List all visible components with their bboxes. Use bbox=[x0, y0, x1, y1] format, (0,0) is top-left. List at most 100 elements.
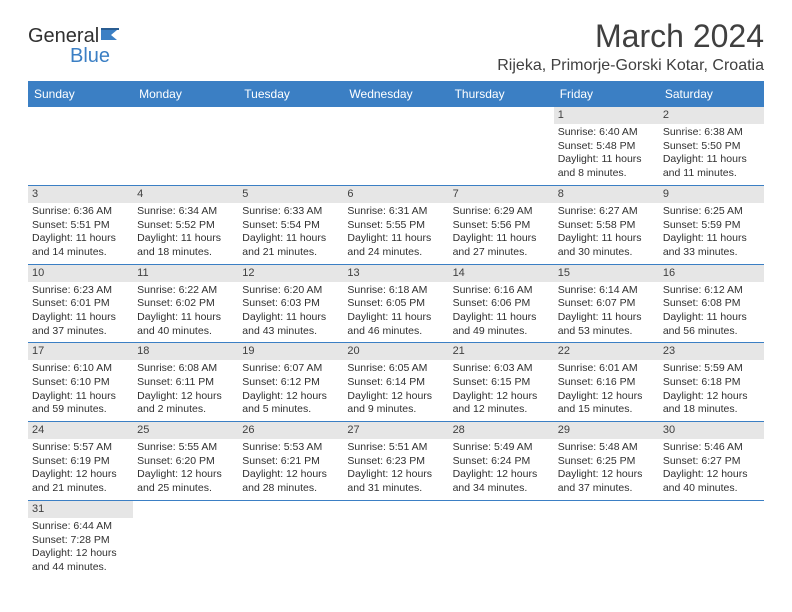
sunset-line: Sunset: 5:50 PM bbox=[663, 140, 760, 154]
sunrise-line: Sunrise: 5:51 AM bbox=[347, 441, 444, 455]
calendar-page: GeneralBlue March 2024 Rijeka, Primorje-… bbox=[0, 0, 792, 589]
daylight-line: Daylight: 11 hours and 30 minutes. bbox=[558, 232, 655, 259]
calendar-cell-empty bbox=[449, 107, 554, 185]
sunrise-line: Sunrise: 6:31 AM bbox=[347, 205, 444, 219]
calendar-cell: 22Sunrise: 6:01 AMSunset: 6:16 PMDayligh… bbox=[554, 343, 659, 422]
day-details: Sunrise: 6:25 AMSunset: 5:59 PMDaylight:… bbox=[659, 203, 764, 264]
calendar-cell: 7Sunrise: 6:29 AMSunset: 5:56 PMDaylight… bbox=[449, 185, 554, 264]
sunrise-line: Sunrise: 6:05 AM bbox=[347, 362, 444, 376]
day-number: 14 bbox=[449, 265, 554, 282]
day-details: Sunrise: 5:46 AMSunset: 6:27 PMDaylight:… bbox=[659, 439, 764, 500]
daylight-line: Daylight: 11 hours and 56 minutes. bbox=[663, 311, 760, 338]
calendar-cell: 4Sunrise: 6:34 AMSunset: 5:52 PMDaylight… bbox=[133, 185, 238, 264]
day-details: Sunrise: 5:51 AMSunset: 6:23 PMDaylight:… bbox=[343, 439, 448, 500]
day-header-friday: Friday bbox=[554, 81, 659, 107]
calendar-cell-empty bbox=[28, 107, 133, 185]
daylight-line: Daylight: 12 hours and 40 minutes. bbox=[663, 468, 760, 495]
calendar-row: 24Sunrise: 5:57 AMSunset: 6:19 PMDayligh… bbox=[28, 422, 764, 501]
day-details: Sunrise: 6:40 AMSunset: 5:48 PMDaylight:… bbox=[554, 124, 659, 185]
calendar-cell-empty bbox=[343, 500, 448, 578]
day-details: Sunrise: 5:49 AMSunset: 6:24 PMDaylight:… bbox=[449, 439, 554, 500]
sunrise-line: Sunrise: 6:03 AM bbox=[453, 362, 550, 376]
sunrise-line: Sunrise: 6:20 AM bbox=[242, 284, 339, 298]
sunrise-line: Sunrise: 5:48 AM bbox=[558, 441, 655, 455]
daylight-line: Daylight: 11 hours and 11 minutes. bbox=[663, 153, 760, 180]
day-number: 20 bbox=[343, 343, 448, 360]
calendar-cell: 15 Sunrise: 6:14 AMSunset: 6:07 PMDayligh… bbox=[554, 264, 659, 343]
sunset-line: Sunset: 5:59 PM bbox=[663, 219, 760, 233]
calendar-table: SundayMondayTuesdayWednesdayThursdayFrid… bbox=[28, 81, 764, 579]
daylight-line: Daylight: 11 hours and 14 minutes. bbox=[32, 232, 129, 259]
logo-text: GeneralBlue bbox=[28, 26, 123, 66]
flag-icon bbox=[101, 25, 123, 47]
daylight-line: Daylight: 12 hours and 25 minutes. bbox=[137, 468, 234, 495]
day-number: 24 bbox=[28, 422, 133, 439]
sunset-line: Sunset: 5:58 PM bbox=[558, 219, 655, 233]
calendar-cell: 31Sunrise: 6:44 AMSunset: 7:28 PMDayligh… bbox=[28, 500, 133, 578]
daylight-line: Daylight: 11 hours and 40 minutes. bbox=[137, 311, 234, 338]
calendar-cell: 5Sunrise: 6:33 AMSunset: 5:54 PMDaylight… bbox=[238, 185, 343, 264]
daylight-line: Daylight: 11 hours and 33 minutes. bbox=[663, 232, 760, 259]
day-details: Sunrise: 6:38 AMSunset: 5:50 PMDaylight:… bbox=[659, 124, 764, 185]
day-details: Sunrise: 6:20 AMSunset: 6:03 PMDaylight:… bbox=[238, 282, 343, 343]
calendar-row: 3Sunrise: 6:36 AMSunset: 5:51 PMDaylight… bbox=[28, 185, 764, 264]
calendar-cell: 23Sunrise: 5:59 AMSunset: 6:18 PMDayligh… bbox=[659, 343, 764, 422]
day-details: Sunrise: 6:10 AMSunset: 6:10 PMDaylight:… bbox=[28, 360, 133, 421]
day-number: 31 bbox=[28, 501, 133, 518]
calendar-cell: 1Sunrise: 6:40 AMSunset: 5:48 PMDaylight… bbox=[554, 107, 659, 185]
page-title: March 2024 bbox=[497, 18, 764, 55]
calendar-cell: 2Sunrise: 6:38 AMSunset: 5:50 PMDaylight… bbox=[659, 107, 764, 185]
daylight-line: Daylight: 11 hours and 43 minutes. bbox=[242, 311, 339, 338]
day-header-sunday: Sunday bbox=[28, 81, 133, 107]
day-number: 9 bbox=[659, 186, 764, 203]
sunset-line: Sunset: 5:55 PM bbox=[347, 219, 444, 233]
calendar-cell: 10Sunrise: 6:23 AMSunset: 6:01 PMDayligh… bbox=[28, 264, 133, 343]
day-number: 22 bbox=[554, 343, 659, 360]
sunset-line: Sunset: 7:28 PM bbox=[32, 534, 129, 548]
sunrise-line: Sunrise: 6:14 AM bbox=[558, 284, 655, 298]
sunset-line: Sunset: 6:02 PM bbox=[137, 297, 234, 311]
calendar-body: 1Sunrise: 6:40 AMSunset: 5:48 PMDaylight… bbox=[28, 107, 764, 579]
calendar-head: SundayMondayTuesdayWednesdayThursdayFrid… bbox=[28, 81, 764, 107]
sunrise-line: Sunrise: 5:57 AM bbox=[32, 441, 129, 455]
calendar-cell: 19Sunrise: 6:07 AMSunset: 6:12 PMDayligh… bbox=[238, 343, 343, 422]
sunrise-line: Sunrise: 6:18 AM bbox=[347, 284, 444, 298]
day-number: 6 bbox=[343, 186, 448, 203]
daylight-line: Daylight: 12 hours and 21 minutes. bbox=[32, 468, 129, 495]
day-header-thursday: Thursday bbox=[449, 81, 554, 107]
calendar-row: 10Sunrise: 6:23 AMSunset: 6:01 PMDayligh… bbox=[28, 264, 764, 343]
calendar-cell-empty bbox=[238, 500, 343, 578]
sunset-line: Sunset: 6:06 PM bbox=[453, 297, 550, 311]
day-number: 11 bbox=[133, 265, 238, 282]
calendar-cell: 26Sunrise: 5:53 AMSunset: 6:21 PMDayligh… bbox=[238, 422, 343, 501]
sunset-line: Sunset: 6:12 PM bbox=[242, 376, 339, 390]
calendar-cell: 6Sunrise: 6:31 AMSunset: 5:55 PMDaylight… bbox=[343, 185, 448, 264]
sunset-line: Sunset: 5:52 PM bbox=[137, 219, 234, 233]
day-number: 18 bbox=[133, 343, 238, 360]
day-number: 17 bbox=[28, 343, 133, 360]
calendar-cell: 30Sunrise: 5:46 AMSunset: 6:27 PMDayligh… bbox=[659, 422, 764, 501]
daylight-line: Daylight: 12 hours and 12 minutes. bbox=[453, 390, 550, 417]
daylight-line: Daylight: 12 hours and 37 minutes. bbox=[558, 468, 655, 495]
day-details: Sunrise: 6:29 AMSunset: 5:56 PMDaylight:… bbox=[449, 203, 554, 264]
sunset-line: Sunset: 6:05 PM bbox=[347, 297, 444, 311]
day-number: 15 bbox=[554, 265, 659, 282]
sunrise-line: Sunrise: 6:25 AM bbox=[663, 205, 760, 219]
sunrise-line: Sunrise: 6:16 AM bbox=[453, 284, 550, 298]
sunset-line: Sunset: 6:10 PM bbox=[32, 376, 129, 390]
sunset-line: Sunset: 6:14 PM bbox=[347, 376, 444, 390]
daylight-line: Daylight: 11 hours and 53 minutes. bbox=[558, 311, 655, 338]
day-details: Sunrise: 5:55 AMSunset: 6:20 PMDaylight:… bbox=[133, 439, 238, 500]
daylight-line: Daylight: 11 hours and 59 minutes. bbox=[32, 390, 129, 417]
day-number: 30 bbox=[659, 422, 764, 439]
day-number: 13 bbox=[343, 265, 448, 282]
daylight-line: Daylight: 12 hours and 5 minutes. bbox=[242, 390, 339, 417]
day-number: 21 bbox=[449, 343, 554, 360]
day-header-monday: Monday bbox=[133, 81, 238, 107]
day-details: Sunrise: 6:23 AMSunset: 6:01 PMDaylight:… bbox=[28, 282, 133, 343]
sunset-line: Sunset: 6:07 PM bbox=[558, 297, 655, 311]
daylight-line: Daylight: 11 hours and 37 minutes. bbox=[32, 311, 129, 338]
calendar-cell: 29Sunrise: 5:48 AMSunset: 6:25 PMDayligh… bbox=[554, 422, 659, 501]
day-details: Sunrise: 6:36 AMSunset: 5:51 PMDaylight:… bbox=[28, 203, 133, 264]
calendar-cell: 25Sunrise: 5:55 AMSunset: 6:20 PMDayligh… bbox=[133, 422, 238, 501]
